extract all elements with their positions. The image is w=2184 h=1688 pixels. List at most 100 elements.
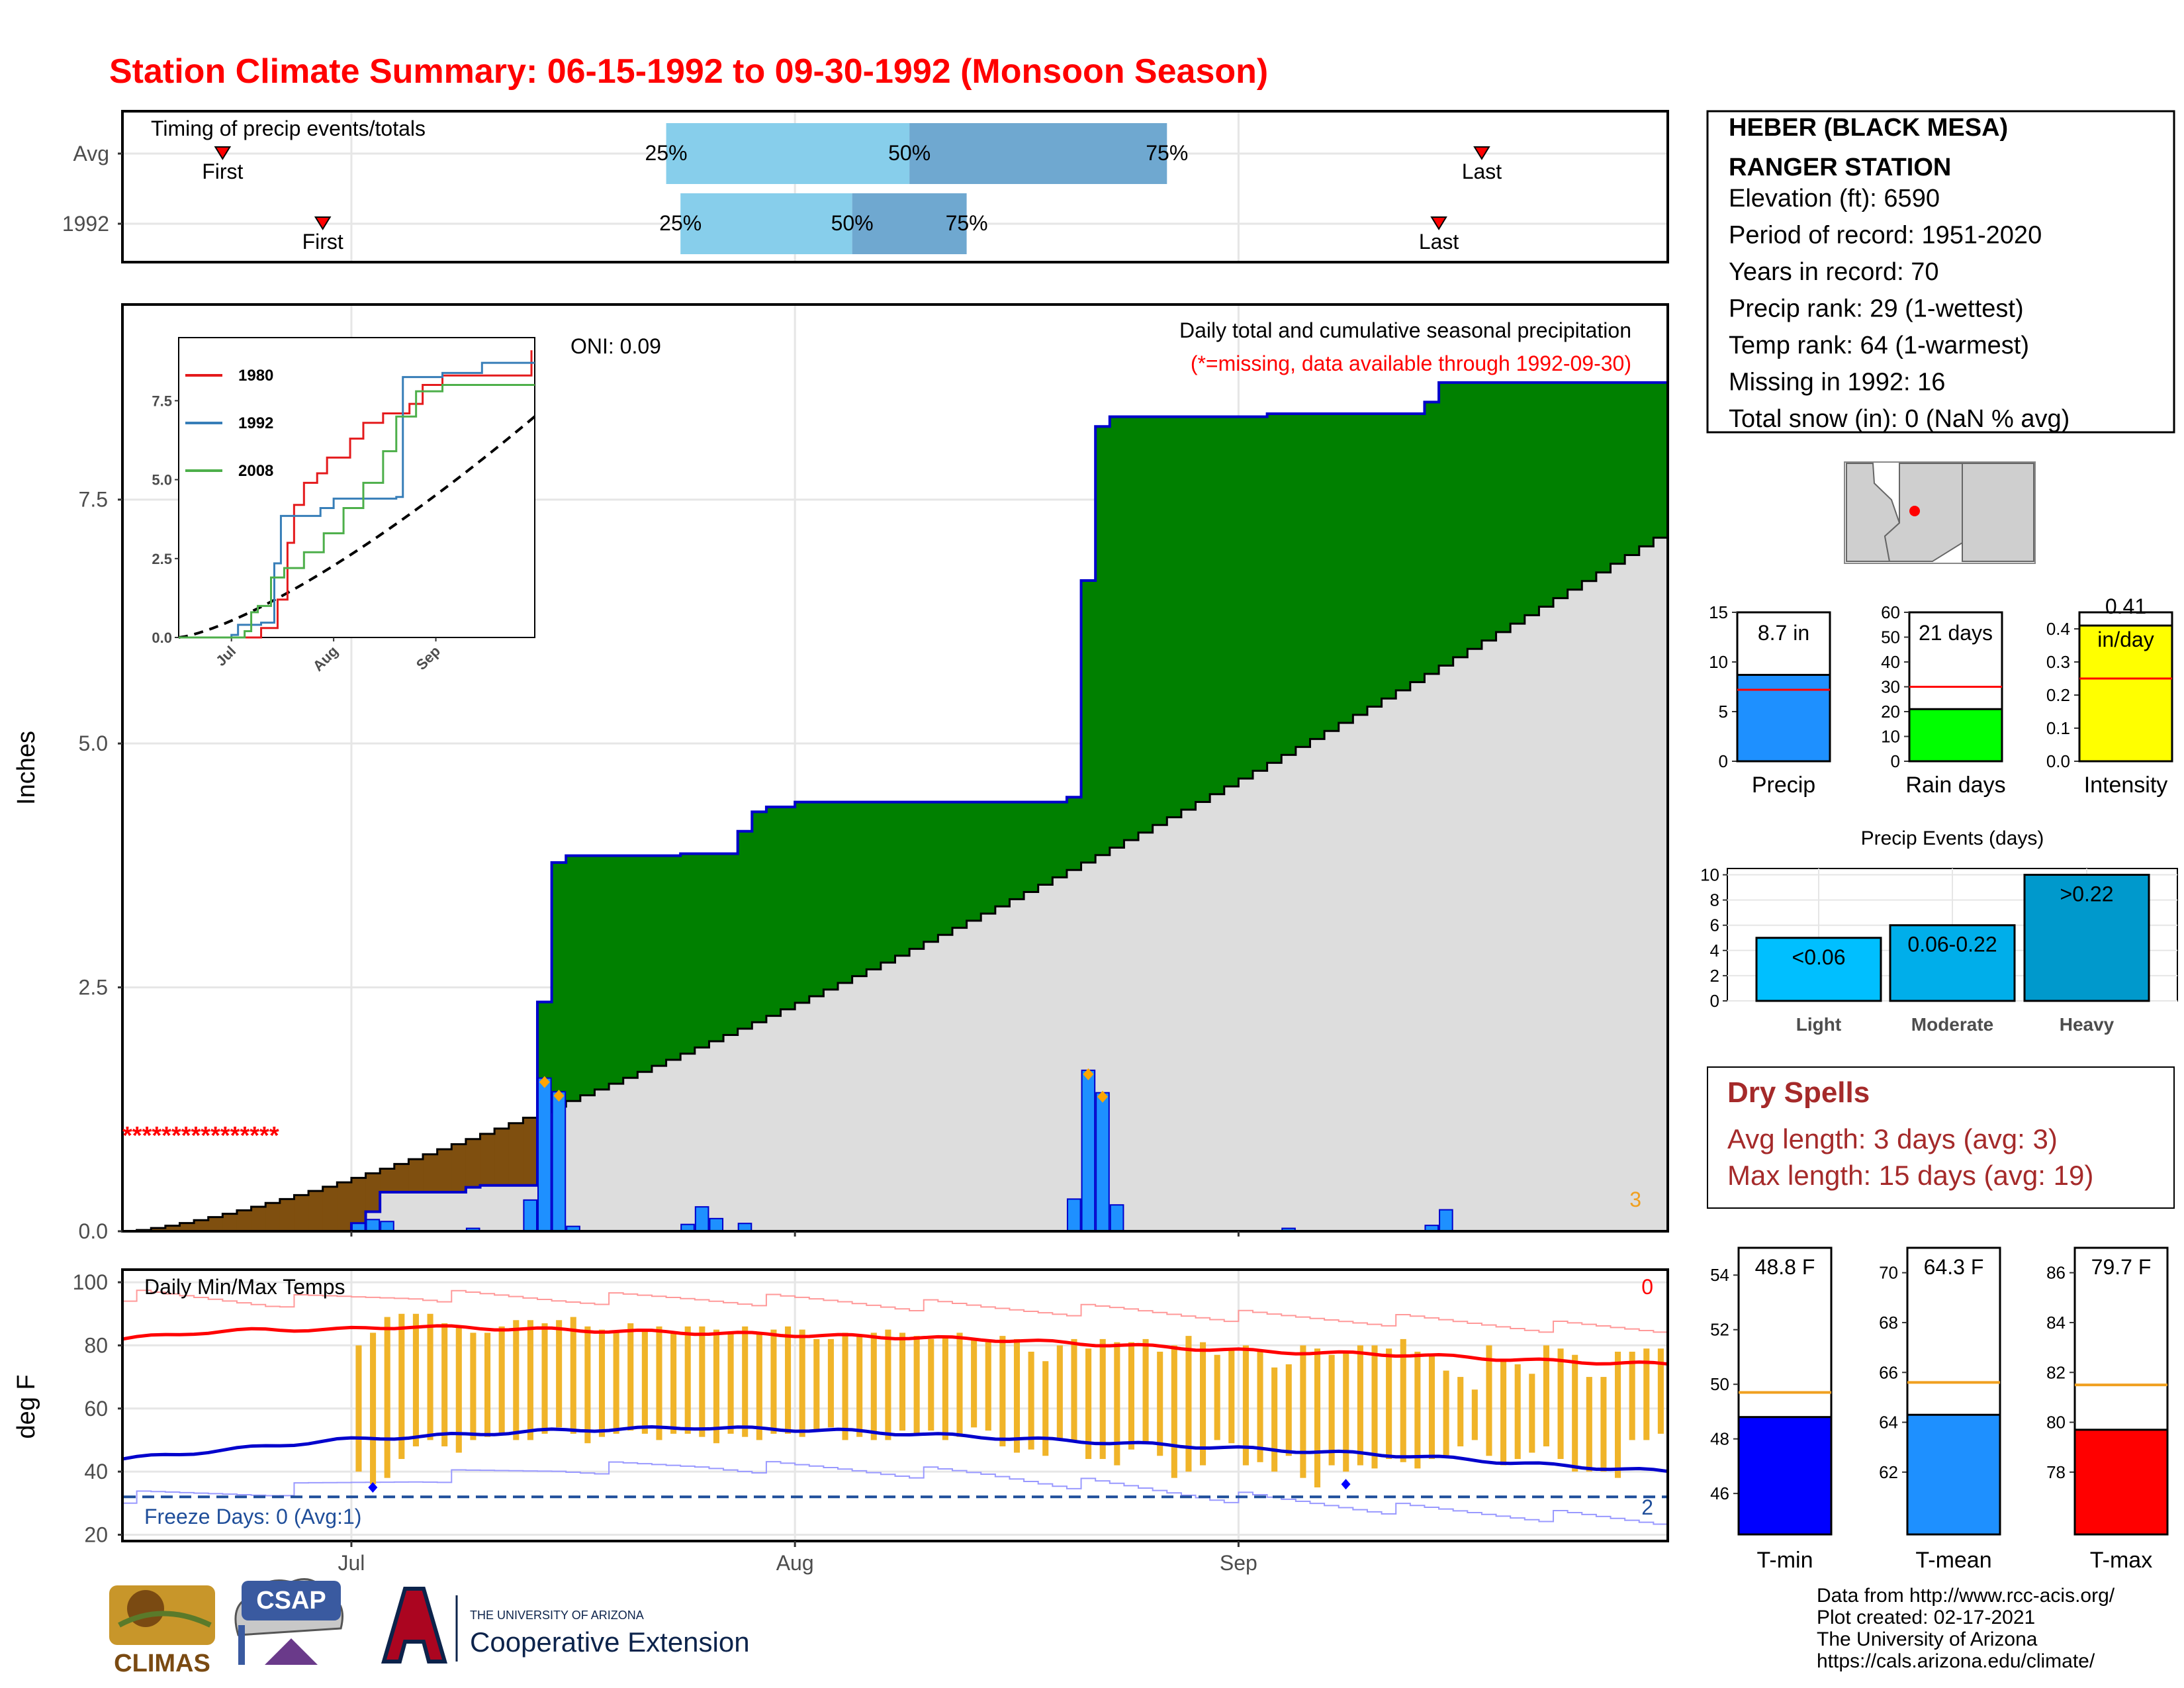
surplus-segment [1338,414,1353,724]
inset-series-2008 [179,384,535,639]
daily-temp-bar [1400,1338,1406,1462]
tbar-bar-t-mean [1906,1413,2001,1536]
inset-ytick-label: 2.5 [152,551,172,567]
daily-temp-bar [985,1342,991,1431]
tbar-ytick-label: 52 [1710,1320,1729,1340]
credits: Data from http://www.rcc-acis.org/Plot c… [1817,1585,2115,1672]
dry-spells-box: Dry Spells Avg length: 3 days (avg: 3) M… [1707,1066,2175,1209]
inset-legend-label-2008: 2008 [238,462,273,480]
deficit-segment [365,1173,381,1212]
daily-temp-bar [384,1317,390,1478]
ua-a-mark [381,1587,447,1664]
extreme-marker [553,1090,565,1102]
tbar-ytick-label: 82 [2046,1362,2066,1382]
daily-temp-bar [842,1333,848,1440]
surplus-segment [737,831,752,1029]
surplus-segment [637,855,653,1072]
temp-ytick-label: 40 [84,1460,108,1483]
locator-map [1844,461,2036,564]
temp-content [122,1289,1668,1525]
temp-ytick-label: 60 [84,1397,108,1421]
daily-temp-bar [570,1317,576,1434]
surplus-segment [1009,802,1024,900]
daily-temp-bar [1371,1345,1378,1469]
daily-temp-bar [556,1320,563,1428]
daily-precip-bar [551,1091,567,1233]
deficit-segment [437,1149,452,1193]
ua-logo: THE UNIVERSITY OF ARIZONA Cooperative Ex… [381,1587,750,1664]
deficit-segment [423,1154,438,1193]
climas-logo-swoosh [118,1611,212,1628]
temp-ytick-label: 80 [84,1333,108,1357]
deficit-segment [179,1223,195,1231]
csap-logo-text: CSAP [256,1587,326,1615]
surplus-segment [651,855,667,1066]
summary-ytick-label: 0.3 [2046,652,2070,672]
summary-value-unit: in/day [2097,628,2154,651]
daily-temp-bar [799,1329,805,1437]
tbar-ytick-label: 78 [2046,1462,2066,1482]
daily-temp-bar [885,1329,891,1440]
daily-temp-bar [441,1323,448,1446]
surplus-segment [1596,382,1612,573]
extreme-marker [539,1076,550,1088]
tbar-ytick-label: 66 [1879,1362,1898,1382]
surplus-segment [1210,416,1225,794]
daily-temp-bar [1343,1351,1349,1472]
daily-temp-bar [1543,1345,1549,1446]
station-info-line: Years in record: 70 [1729,258,1939,286]
surplus-segment [1625,382,1640,555]
timing-bar-q50-q75 [909,123,1167,184]
dry-spells-max: Max length: 15 days (avg: 19) [1727,1160,2093,1191]
csap-banner [242,1581,341,1620]
timing-label: Timing of precip events/totals [151,117,426,140]
missing-marker: **************** [122,1122,279,1150]
surplus-segment [1224,416,1239,786]
avg-cumulative-line [122,528,1669,1233]
surplus-segment [866,802,882,970]
station-name-line1: HEBER (BLACK MESA) [1729,114,2008,142]
inset-series-1980 [179,350,533,639]
daily-temp-bar [1042,1361,1049,1456]
climas-logo-text: CLIMAS [114,1650,210,1677]
daily-temp-bar [1600,1377,1607,1472]
temp-xtick-label-jul: Jul [338,1551,365,1575]
deficit-segment [465,1139,481,1188]
events-category-moderate: Moderate [1911,1014,1993,1035]
surplus-segment [880,802,896,963]
daily-temp-bar [627,1323,634,1431]
daily-temp-bar [742,1326,749,1437]
station-info-frame [1706,110,2175,434]
tbar-ytick-label: 64 [1879,1413,1898,1432]
surplus-segment [694,853,710,1048]
temp-grid [124,1271,1666,1540]
timing-bar-q50-q75 [852,193,967,254]
daily-temp-bar [1457,1377,1464,1446]
summary-ytick-label: 0.0 [2046,751,2070,771]
daily-temp-bar [484,1333,491,1437]
daily-temp-bar [355,1345,362,1472]
events-ytick-label: 0 [1710,991,1719,1011]
inset-ytick-label: 5.0 [152,472,172,489]
surplus-segment [823,802,839,990]
daily-temp-bar [1557,1348,1564,1460]
daily-temp-bar [999,1336,1006,1446]
daily-temp-bar [1615,1351,1621,1478]
tbar-value-text: 79.7 F [2091,1255,2152,1279]
precip-ylabel: Inches [13,731,40,805]
daily-temp-bar [813,1338,820,1431]
surplus-segment [680,853,696,1054]
timing-label-last: Last [1462,160,1502,183]
daily-temp-bar [1428,1354,1435,1460]
daily-temp-bar [1328,1354,1335,1466]
daily-precip-bar [523,1199,537,1233]
deficit-segment [236,1210,252,1231]
daily-temp-bar [727,1333,734,1434]
surplus-segment [566,855,581,1102]
daily-temp-bar [942,1336,948,1440]
daily-precip-bar [1066,1198,1081,1232]
timing-row-label: Avg [73,142,109,165]
deficit-segment [165,1225,181,1231]
daily-temp-bar [1128,1342,1134,1450]
